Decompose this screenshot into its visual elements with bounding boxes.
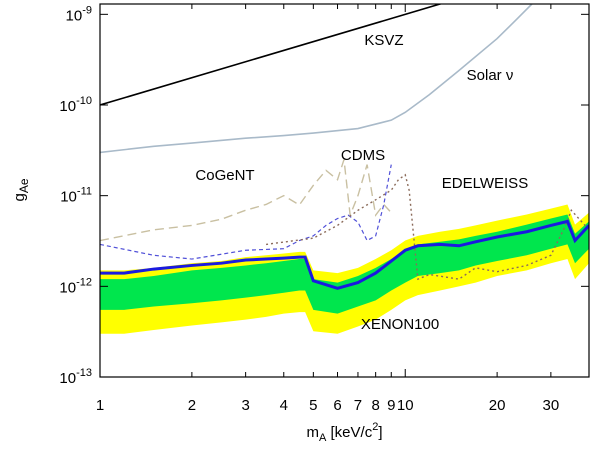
y-label-main: g bbox=[11, 193, 28, 201]
sensitivity-band bbox=[100, 204, 589, 334]
y-tick-exponent: -11 bbox=[77, 186, 92, 198]
y-tick-exponent: -10 bbox=[76, 95, 92, 107]
x-tick-label: 1 bbox=[96, 397, 104, 414]
curve-label: EDELWEISS bbox=[442, 175, 528, 192]
x-tick-label: 4 bbox=[280, 397, 288, 414]
limit-curve bbox=[100, 219, 589, 290]
y-tick-base: 10 bbox=[66, 7, 83, 24]
y-tick-exponent: -12 bbox=[76, 276, 92, 288]
curve-label: KSVZ bbox=[364, 32, 403, 49]
curve-label: XENON100 bbox=[361, 316, 439, 333]
x-tick-label: 10 bbox=[397, 397, 414, 414]
y-tick-label: 10-11 bbox=[60, 186, 92, 206]
x-label-main: m bbox=[307, 424, 320, 441]
limit-curve bbox=[100, 159, 392, 242]
y-tick-exponent: -13 bbox=[76, 367, 92, 379]
x-label-rest: [keV/c bbox=[326, 424, 372, 441]
y-tick-base: 10 bbox=[59, 279, 76, 296]
y-tick-label: 10-10 bbox=[59, 95, 92, 115]
y-tick-label: 10-13 bbox=[59, 367, 92, 387]
x-tick-label: 6 bbox=[333, 397, 341, 414]
y-label-sub: Ae bbox=[17, 178, 31, 193]
x-tick-label: 20 bbox=[489, 397, 506, 414]
limit-curve bbox=[100, 4, 443, 106]
limit-curve bbox=[100, 4, 533, 154]
curve-label: CoGeNT bbox=[195, 167, 254, 184]
x-tick-label: 5 bbox=[309, 397, 317, 414]
y-tick-label: 10-12 bbox=[59, 276, 92, 296]
y-axis-label: gAe bbox=[11, 178, 31, 201]
y-tick-base: 10 bbox=[59, 370, 76, 387]
x-tick-label: 2 bbox=[188, 397, 196, 414]
limit-curve bbox=[100, 164, 392, 260]
plot-frame bbox=[99, 3, 590, 378]
x-tick-label: 7 bbox=[354, 397, 362, 414]
x-label-end: ] bbox=[378, 424, 382, 441]
curve-label: Solar ν bbox=[467, 67, 514, 84]
y-tick-exponent: -9 bbox=[82, 4, 92, 16]
curve-label: CDMS bbox=[341, 147, 385, 164]
limit-curve bbox=[265, 173, 589, 281]
x-label-sup: 2 bbox=[372, 421, 378, 433]
sensitivity-band bbox=[100, 214, 589, 314]
x-tick-label: 8 bbox=[371, 397, 379, 414]
x-tick-label: 9 bbox=[387, 397, 395, 414]
x-tick-label: 3 bbox=[241, 397, 249, 414]
x-label-sub: A bbox=[319, 432, 327, 444]
x-tick-label: 30 bbox=[543, 397, 560, 414]
y-tick-base: 10 bbox=[60, 189, 77, 206]
x-axis-label: mA [keV/c2] bbox=[307, 421, 383, 444]
plot-area bbox=[100, 4, 589, 334]
y-tick-label: 10-9 bbox=[66, 4, 92, 24]
y-tick-base: 10 bbox=[59, 98, 76, 115]
